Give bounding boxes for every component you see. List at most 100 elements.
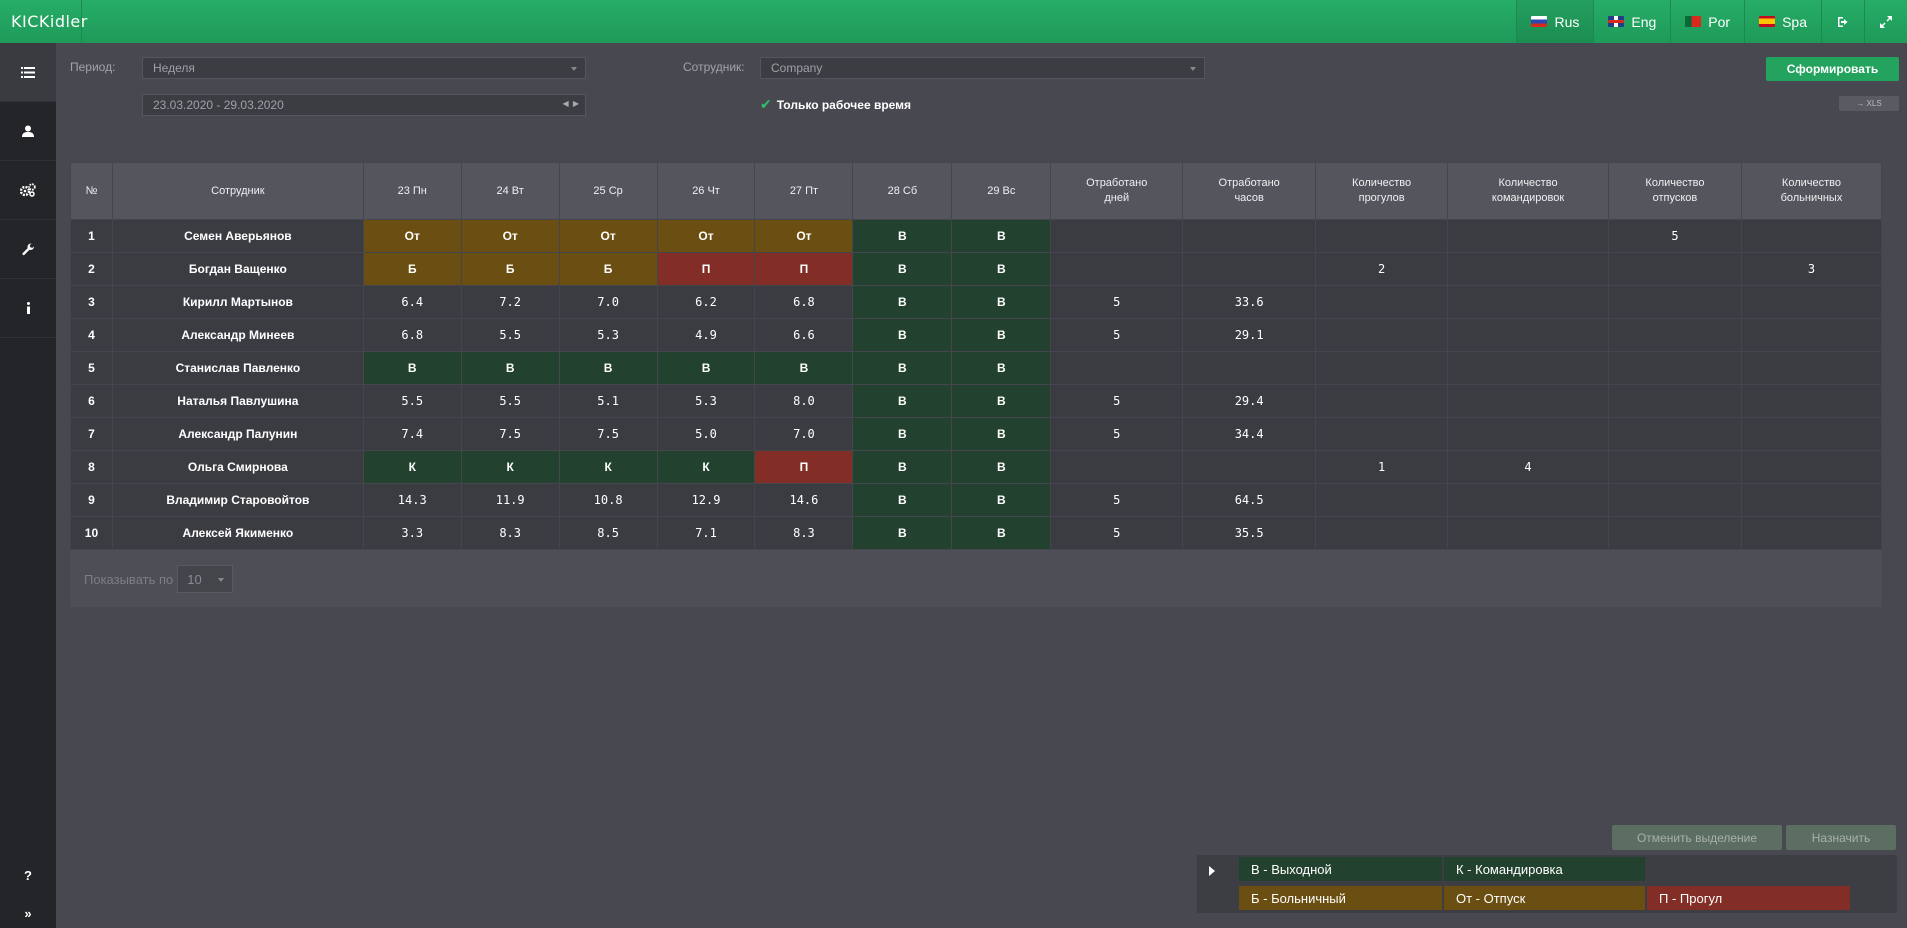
employee-name[interactable]: Наталья Павлушина: [111, 384, 364, 418]
day-cell[interactable]: Б: [362, 252, 462, 286]
day-cell[interactable]: 5.0: [656, 417, 756, 451]
legend-sick[interactable]: Б - Больничный: [1239, 886, 1442, 910]
lang-eng-button[interactable]: Eng: [1593, 0, 1670, 43]
column-header[interactable]: 28 Сб: [852, 162, 953, 220]
legend-absence[interactable]: П - Прогул: [1647, 886, 1850, 910]
trips-count-cell[interactable]: [1447, 252, 1609, 286]
column-header[interactable]: 27 Пт: [754, 162, 854, 220]
table-row[interactable]: 8 Ольга Смирнова К К К К П В В 1 4: [70, 450, 1883, 484]
sidebar-item-tools[interactable]: [0, 220, 56, 279]
lang-spa-button[interactable]: Spa: [1744, 0, 1821, 43]
day-cell[interactable]: К: [460, 450, 560, 484]
vacations-count-cell[interactable]: [1607, 417, 1742, 451]
day-cell[interactable]: 7.0: [754, 417, 854, 451]
table-row[interactable]: 3 Кирилл Мартынов 6.4 7.2 7.0 6.2 6.8 В В 5 33.6: [70, 285, 1883, 319]
worked-days-cell[interactable]: 5: [1050, 417, 1184, 451]
clear-selection-button[interactable]: Отменить выделение: [1612, 825, 1782, 850]
column-header[interactable]: Количество отпусков: [1607, 162, 1742, 220]
day-cell[interactable]: В: [951, 351, 1052, 385]
employee-select[interactable]: Company: [760, 57, 1205, 79]
absences-count-cell[interactable]: 1: [1315, 450, 1449, 484]
vacations-count-cell[interactable]: [1607, 450, 1742, 484]
employee-name[interactable]: Кирилл Мартынов: [111, 285, 364, 319]
day-cell[interactable]: К: [656, 450, 756, 484]
generate-button[interactable]: Сформировать: [1766, 57, 1899, 81]
worked-days-cell[interactable]: [1050, 219, 1184, 253]
worked-days-cell[interactable]: 5: [1050, 318, 1184, 352]
day-cell[interactable]: 7.5: [460, 417, 560, 451]
table-row[interactable]: 9 Владимир Старовойтов 14.3 11.9 10.8 12.9 14.…: [70, 483, 1883, 517]
table-row[interactable]: 10 Алексей Якименко 3.3 8.3 8.5 7.1 8.3 В В 5 35.5: [70, 516, 1883, 550]
employee-name[interactable]: Ольга Смирнова: [111, 450, 364, 484]
trips-count-cell[interactable]: [1447, 516, 1609, 550]
day-cell[interactable]: В: [951, 252, 1052, 286]
column-header[interactable]: Количество командировок: [1447, 162, 1609, 220]
vacations-count-cell[interactable]: [1607, 516, 1742, 550]
sidebar-item-settings[interactable]: [0, 161, 56, 220]
sick-count-cell[interactable]: [1740, 318, 1883, 352]
day-cell[interactable]: В: [951, 318, 1052, 352]
day-cell[interactable]: В: [558, 351, 658, 385]
trips-count-cell[interactable]: [1447, 483, 1609, 517]
sidebar-item-reports[interactable]: [0, 43, 56, 102]
worked-days-cell[interactable]: 5: [1050, 384, 1184, 418]
day-cell[interactable]: К: [558, 450, 658, 484]
column-header[interactable]: 23 Пн: [362, 162, 462, 220]
export-xls-button[interactable]: → XLS: [1839, 96, 1899, 111]
day-cell[interactable]: В: [951, 219, 1052, 253]
legend-vacation[interactable]: От - Отпуск: [1444, 886, 1645, 910]
row-number[interactable]: 6: [70, 384, 113, 418]
assign-button[interactable]: Назначить: [1786, 825, 1896, 850]
day-cell[interactable]: В: [951, 384, 1052, 418]
absences-count-cell[interactable]: [1315, 384, 1449, 418]
vacations-count-cell[interactable]: [1607, 252, 1742, 286]
day-cell[interactable]: В: [951, 516, 1052, 550]
trips-count-cell[interactable]: [1447, 417, 1609, 451]
worked-hours-cell[interactable]: 64.5: [1182, 483, 1317, 517]
worked-hours-cell[interactable]: 34.4: [1182, 417, 1317, 451]
day-cell[interactable]: 10.8: [558, 483, 658, 517]
worked-days-cell[interactable]: [1050, 351, 1184, 385]
table-row[interactable]: 5 Станислав Павленко В В В В В В В: [70, 351, 1883, 385]
day-cell[interactable]: 6.8: [362, 318, 462, 352]
table-row[interactable]: 4 Александр Минеев 6.8 5.5 5.3 4.9 6.6 В В 5 29.1: [70, 318, 1883, 352]
day-cell[interactable]: П: [754, 450, 854, 484]
day-cell[interactable]: 7.5: [558, 417, 658, 451]
absences-count-cell[interactable]: [1315, 483, 1449, 517]
prev-next-arrows-icon[interactable]: ◀ ▶: [562, 99, 580, 108]
day-cell[interactable]: 5.1: [558, 384, 658, 418]
column-header[interactable]: №: [70, 162, 113, 220]
column-header[interactable]: 29 Вс: [951, 162, 1052, 220]
day-cell[interactable]: 6.6: [754, 318, 854, 352]
trips-count-cell[interactable]: [1447, 318, 1609, 352]
day-cell[interactable]: 8.5: [558, 516, 658, 550]
day-cell[interactable]: 7.1: [656, 516, 756, 550]
table-row[interactable]: 6 Наталья Павлушина 5.5 5.5 5.1 5.3 8.0 В В 5 29.4: [70, 384, 1883, 418]
day-cell[interactable]: В: [852, 318, 953, 352]
day-cell[interactable]: В: [852, 516, 953, 550]
sick-count-cell[interactable]: [1740, 516, 1883, 550]
table-row[interactable]: 7 Александр Палунин 7.4 7.5 7.5 5.0 7.0 В В 5 34.4: [70, 417, 1883, 451]
worked-days-cell[interactable]: [1050, 252, 1184, 286]
day-cell[interactable]: В: [852, 252, 953, 286]
absences-count-cell[interactable]: [1315, 516, 1449, 550]
trips-count-cell[interactable]: [1447, 384, 1609, 418]
day-cell[interactable]: От: [460, 219, 560, 253]
absences-count-cell[interactable]: [1315, 219, 1449, 253]
day-cell[interactable]: В: [951, 450, 1052, 484]
employee-name[interactable]: Алексей Якименко: [111, 516, 364, 550]
day-cell[interactable]: 8.3: [754, 516, 854, 550]
day-cell[interactable]: 5.3: [558, 318, 658, 352]
vacations-count-cell[interactable]: [1607, 318, 1742, 352]
column-header[interactable]: 26 Чт: [656, 162, 756, 220]
absences-count-cell[interactable]: [1315, 318, 1449, 352]
sick-count-cell[interactable]: [1740, 384, 1883, 418]
day-cell[interactable]: 6.2: [656, 285, 756, 319]
row-number[interactable]: 1: [70, 219, 113, 253]
lang-por-button[interactable]: Por: [1670, 0, 1744, 43]
worked-hours-cell[interactable]: [1182, 252, 1317, 286]
row-number[interactable]: 4: [70, 318, 113, 352]
day-cell[interactable]: 7.4: [362, 417, 462, 451]
worked-days-cell[interactable]: 5: [1050, 285, 1184, 319]
day-cell[interactable]: От: [656, 219, 756, 253]
